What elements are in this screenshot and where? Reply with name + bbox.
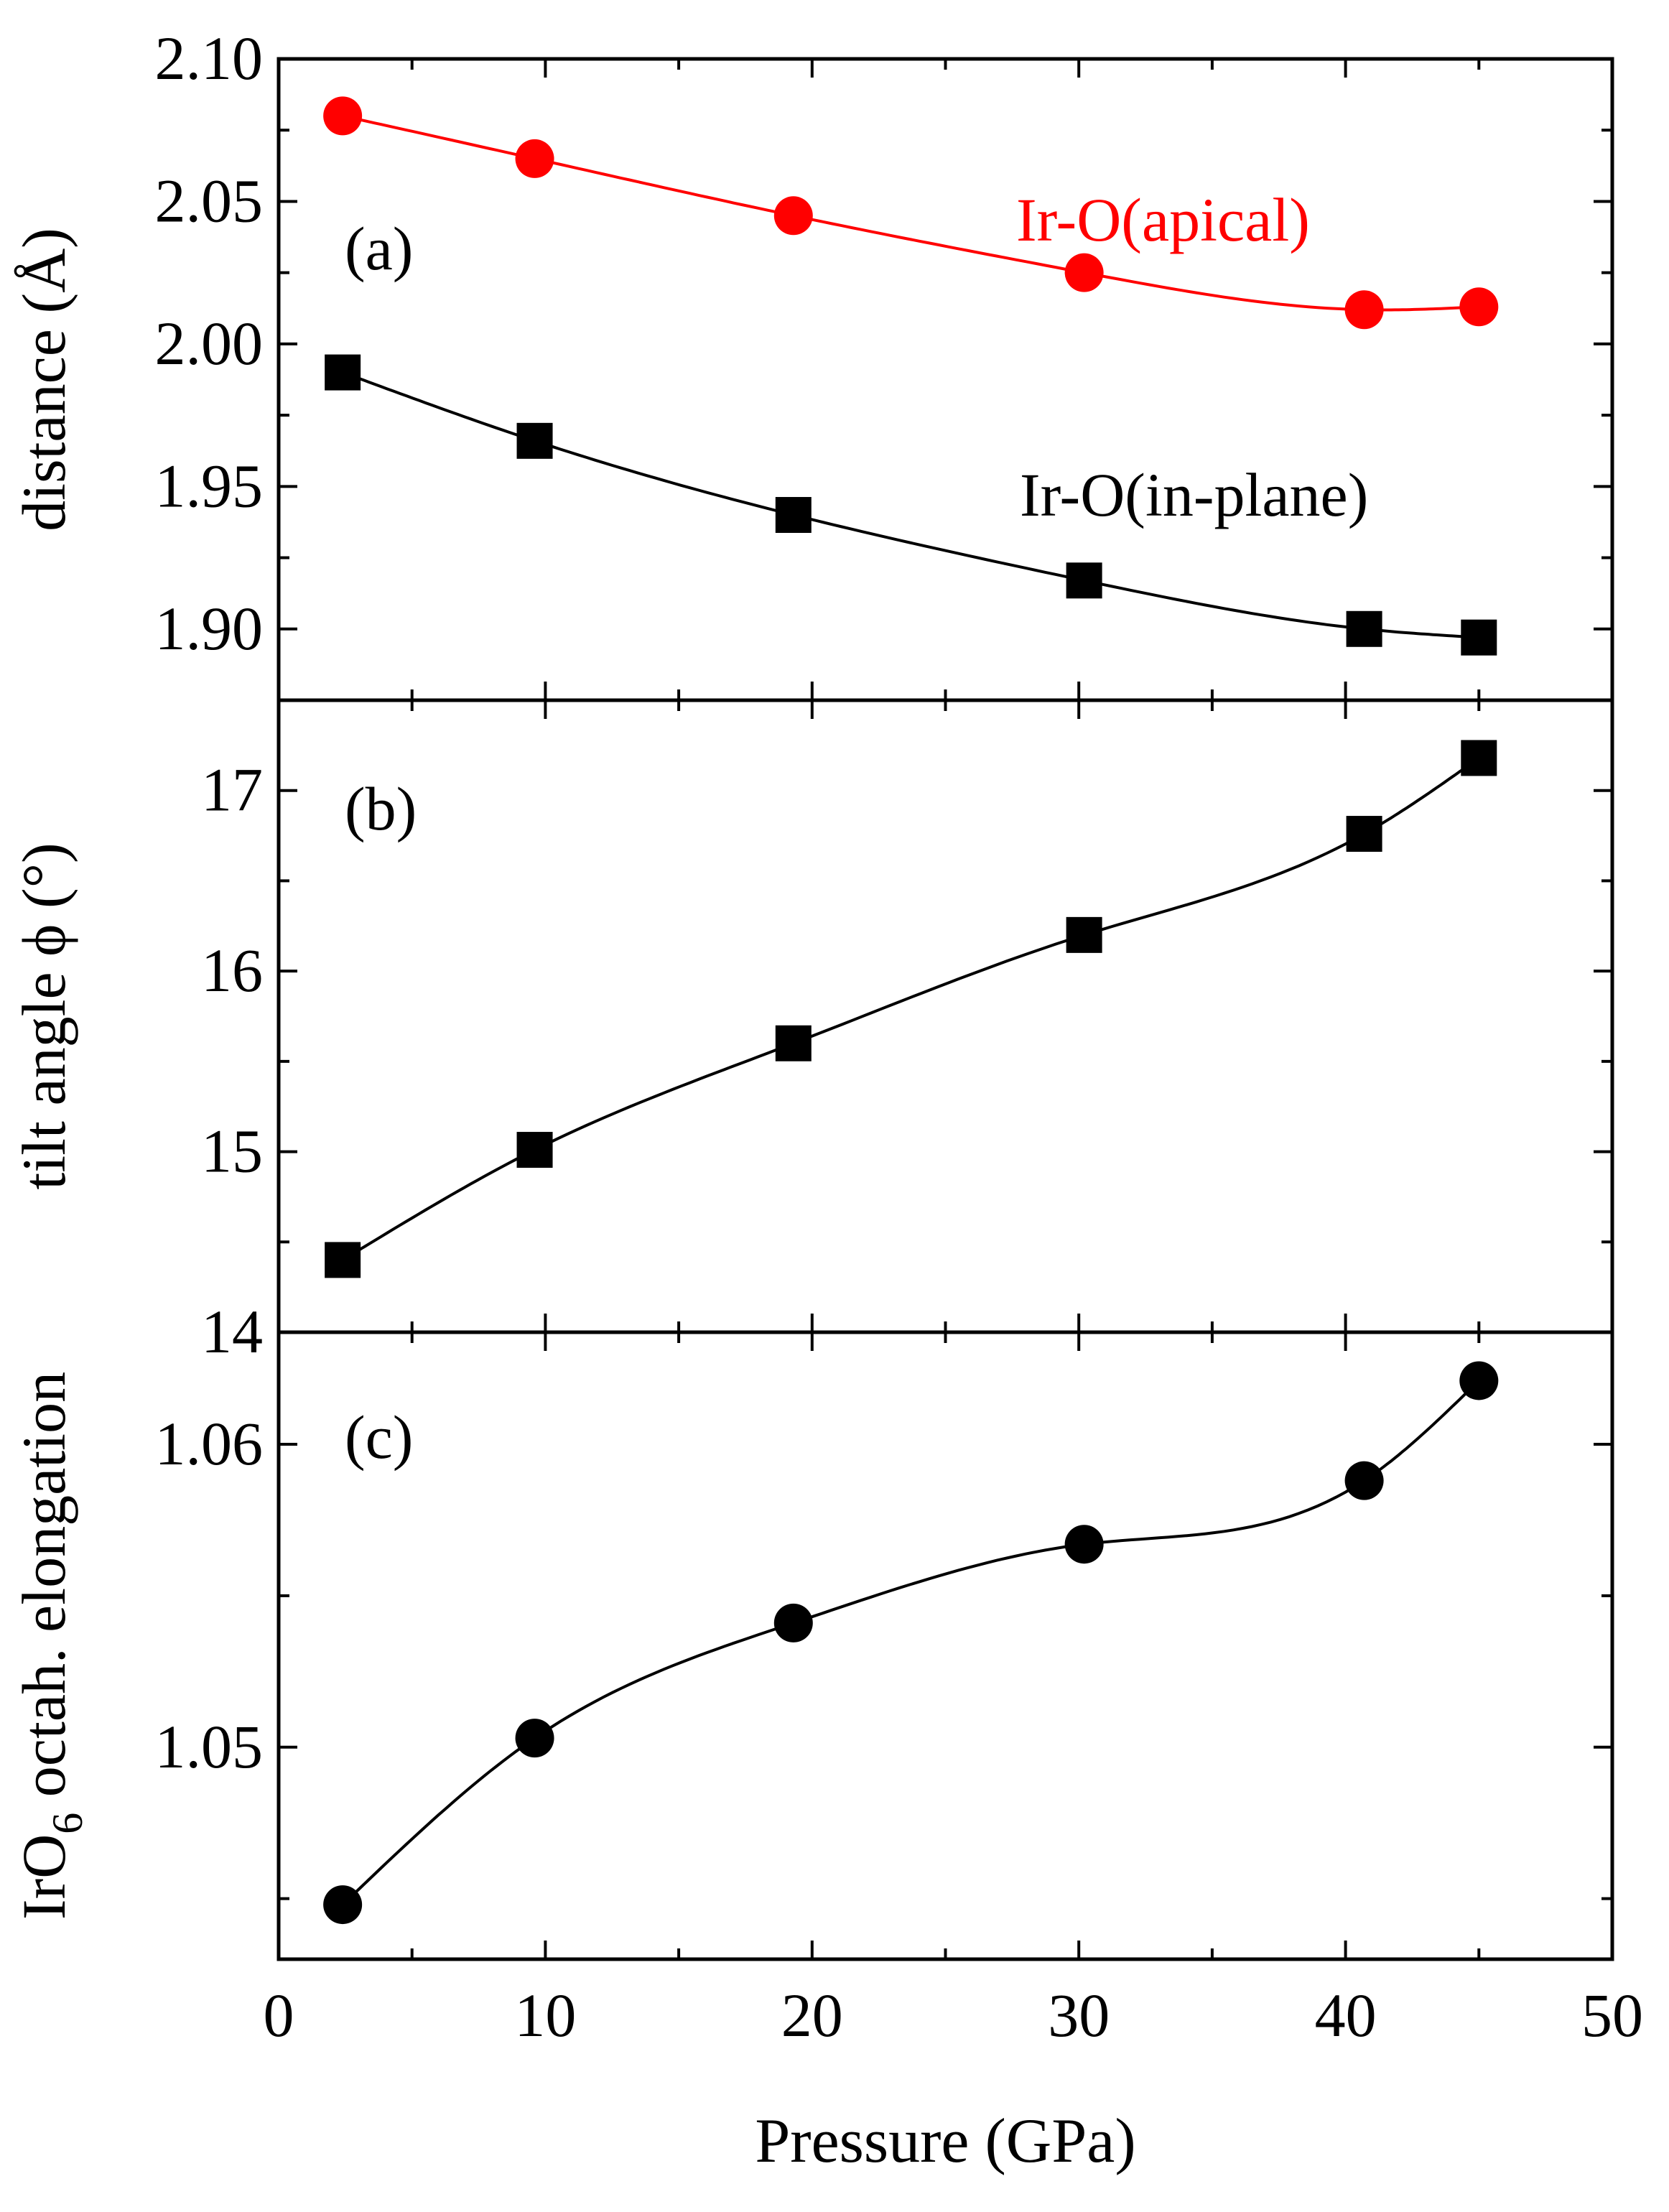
x-axis-label: Pressure (GPa) — [755, 2106, 1135, 2176]
series-label-a-0: Ir-O(apical) — [1016, 185, 1310, 254]
y-tick-label-boundary: 14 — [201, 1297, 263, 1366]
y-tick-label: 1.90 — [155, 594, 264, 663]
y-axis-label-a: distance (Å) — [9, 228, 78, 531]
data-point-a-0 — [773, 196, 813, 236]
y-tick-label: 1.95 — [155, 451, 264, 520]
panel-b: 15 16 17 (b) tilt angle ϕ (°) — [9, 699, 1614, 1334]
panel-label-c: (c) — [345, 1403, 413, 1472]
data-point-a-0 — [1064, 253, 1104, 292]
series-label-a-1: Ir-O(in-plane) — [1020, 460, 1368, 529]
data-point-a-1 — [325, 354, 361, 391]
y-tick-label: 17 — [201, 756, 263, 824]
data-point-a-0 — [1344, 290, 1384, 330]
panel-a: 1.90 1.95 2.00 2.05 2.10 (a) distance (Å) Ir-O(… — [9, 24, 1614, 702]
series-line-b-0 — [342, 756, 1480, 1262]
y-axis-label-rest: octah. elongation — [9, 1372, 78, 1813]
y-axis-label-subscript: 6 — [44, 1813, 91, 1834]
plot-frame — [276, 57, 1614, 1961]
data-point-a-1 — [775, 497, 812, 534]
data-point-c-0 — [773, 1603, 813, 1642]
y-axis-label-c: IrO6 octah. elongation — [9, 1372, 91, 1920]
data-point-a-1 — [1346, 610, 1382, 647]
panel-label-a: (a) — [345, 214, 413, 283]
outer-frame — [276, 57, 1614, 1961]
data-point-b-0 — [325, 1242, 361, 1278]
data-point-b-0 — [1066, 916, 1102, 953]
series-line-c-0 — [341, 1380, 1480, 1906]
x-axis: 0 10 20 30 40 50 Pressure (GPa) — [264, 1981, 1644, 2176]
data-point-a-1 — [1066, 562, 1102, 599]
y-tick-label: 1.06 — [155, 1409, 264, 1478]
x-tick-label: 20 — [781, 1981, 843, 2050]
y-tick-label: 16 — [201, 936, 263, 1005]
data-point-a-0 — [323, 96, 363, 136]
data-point-c-0 — [1344, 1461, 1384, 1500]
data-point-a-0 — [515, 139, 554, 178]
y-axis-label-b: tilt angle ϕ (°) — [9, 842, 78, 1189]
data-point-b-0 — [516, 1132, 553, 1168]
data-point-c-0 — [1064, 1525, 1104, 1564]
data-point-a-0 — [1459, 287, 1499, 327]
y-axis-label-main: IrO — [9, 1834, 78, 1920]
data-point-b-0 — [775, 1025, 812, 1061]
y-tick-label: 2.10 — [155, 24, 264, 93]
y-tick-label: 2.00 — [155, 309, 264, 378]
y-tick-label: 2.05 — [155, 166, 264, 235]
x-tick-label: 0 — [264, 1981, 294, 2050]
data-point-a-1 — [516, 422, 553, 459]
data-point-c-0 — [323, 1885, 363, 1925]
data-point-b-0 — [1461, 740, 1497, 776]
y-tick-label: 15 — [201, 1117, 263, 1186]
panel-c: 1.05 1.06 (c) IrO6 octah. elongation 14 — [9, 1297, 1614, 1959]
data-point-c-0 — [1459, 1361, 1499, 1400]
data-point-c-0 — [515, 1719, 554, 1758]
y-tick-label: 1.05 — [155, 1712, 264, 1781]
data-point-b-0 — [1346, 816, 1382, 852]
series-line-a-1 — [342, 371, 1479, 639]
x-tick-label: 50 — [1581, 1981, 1643, 2050]
x-tick-label: 10 — [514, 1981, 576, 2050]
x-tick-label: 30 — [1048, 1981, 1110, 2050]
x-tick-label: 40 — [1315, 1981, 1377, 2050]
panel-label-b: (b) — [345, 774, 417, 843]
data-point-a-1 — [1461, 619, 1497, 656]
